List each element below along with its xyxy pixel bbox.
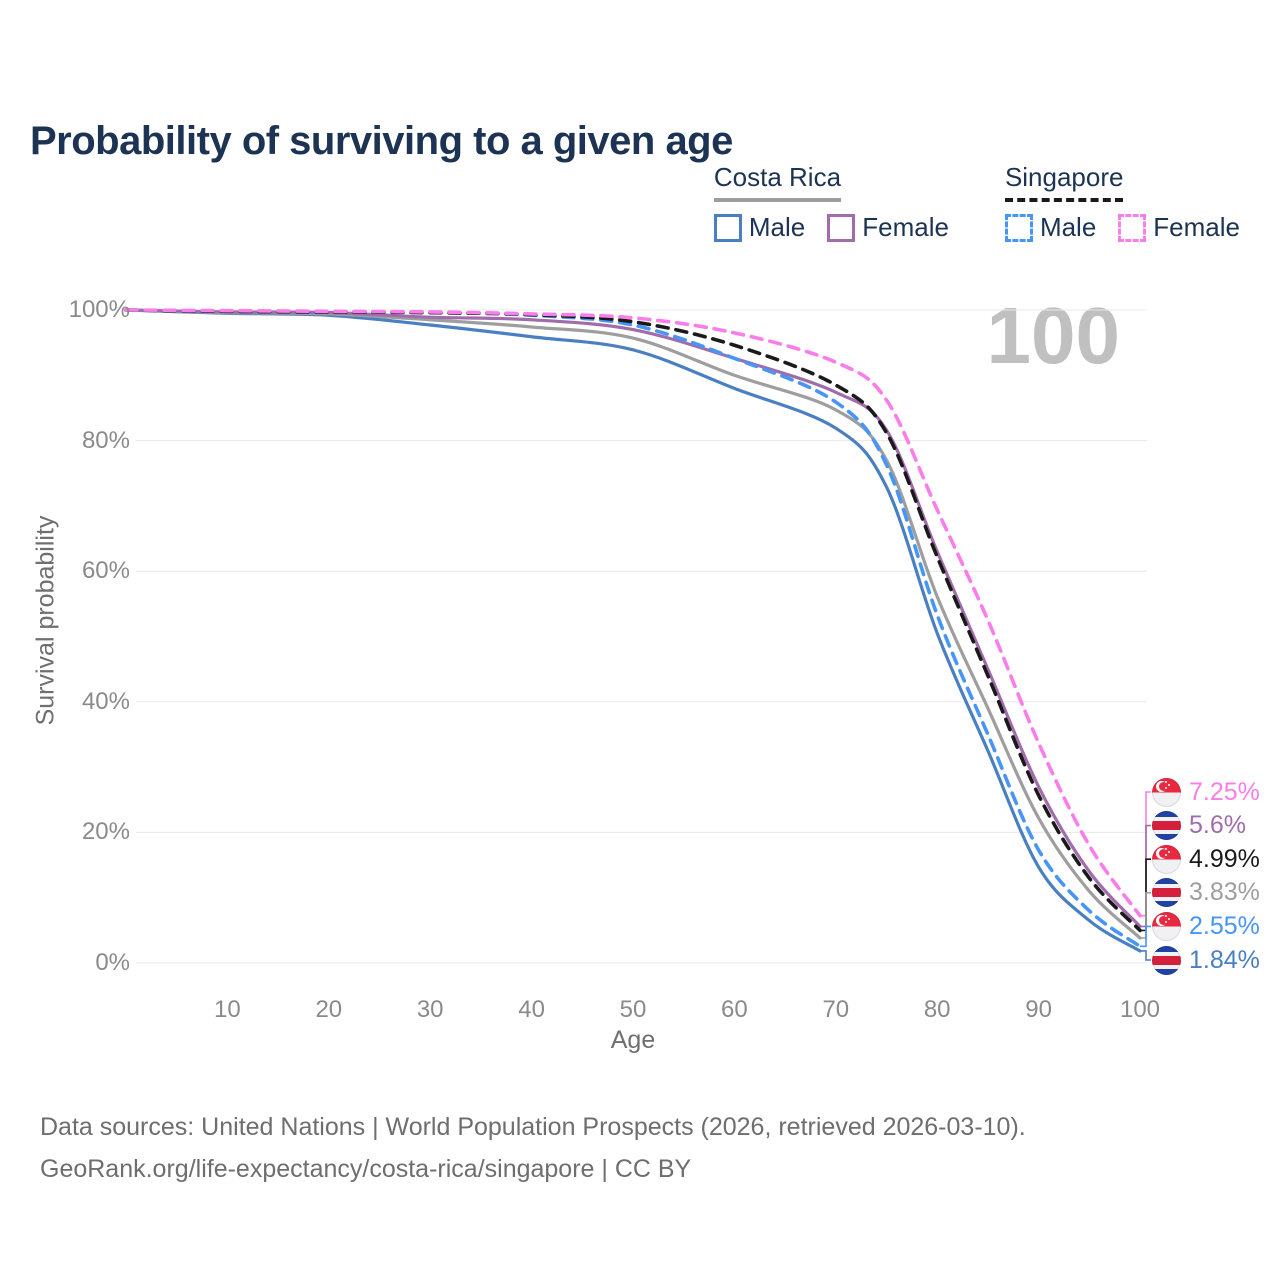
end-connector-cr_total (1140, 892, 1151, 939)
x-axis-title: Age (610, 1026, 656, 1054)
star-icon (1165, 786, 1167, 789)
crescent-icon (1156, 914, 1168, 926)
end-label-cr_female: 5.6% (1152, 810, 1246, 842)
star-icon (1165, 853, 1167, 856)
singapore-male-swatch-icon (1004, 213, 1033, 242)
x-tick-40: 40 (518, 996, 545, 1023)
series-line-sg_male[interactable] (124, 308, 1142, 949)
end-connector-cr_male (1140, 950, 1151, 961)
series-line-sg_female[interactable] (124, 308, 1142, 918)
legend-label-singapore-female: Female (1153, 212, 1240, 242)
star-icon (1168, 917, 1170, 920)
y-tick-20%: 20% (81, 818, 130, 846)
costa-rica-female-swatch-icon (827, 213, 856, 242)
end-value-cr_female: 5.6% (1189, 811, 1246, 840)
y-tick-40%: 40% (81, 687, 130, 715)
star-icon (1165, 914, 1167, 917)
x-tick-80: 80 (923, 996, 951, 1023)
legend-item-costa-rica-male[interactable]: Male (713, 212, 806, 243)
y-tick-60%: 60% (81, 557, 130, 585)
x-tick-70: 70 (822, 996, 850, 1023)
legend-items-singapore: Male Female (1004, 212, 1240, 243)
costa-rica-flag-icon (1152, 878, 1181, 908)
end-label-sg_male: 2.55% (1152, 910, 1260, 942)
legend-label-costa-rica-male: Male (748, 212, 806, 242)
legend: Costa Rica Male Female Singapore Male (713, 162, 1240, 243)
legend-item-costa-rica-female[interactable]: Female (827, 212, 949, 243)
x-tick-50: 50 (619, 996, 647, 1023)
costa-rica-flag-icon (1152, 811, 1181, 841)
costa-rica-flag-icon (1152, 945, 1181, 975)
legend-group-singapore: Singapore Male Female (1004, 162, 1240, 243)
singapore-flag-icon (1152, 911, 1181, 941)
legend-item-singapore-female[interactable]: Female (1118, 212, 1240, 243)
legend-item-singapore-male[interactable]: Male (1004, 212, 1097, 243)
crescent-icon (1156, 847, 1168, 859)
end-label-sg_female: 7.25% (1152, 776, 1260, 808)
costa-rica-male-swatch-icon (713, 213, 742, 242)
end-value-cr_total: 3.83% (1189, 878, 1260, 907)
source-line-2: GeoRank.org/life-expectancy/costa-rica/s… (40, 1155, 692, 1183)
series-line-cr_female[interactable] (124, 308, 1142, 929)
legend-heading-singapore[interactable]: Singapore (1004, 162, 1124, 202)
star-icon (1165, 847, 1167, 850)
y-tick-80%: 80% (81, 426, 130, 454)
legend-group-costa-rica: Costa Rica Male Female (713, 162, 949, 243)
x-tick-10: 10 (214, 996, 241, 1023)
series-line-cr_male[interactable] (124, 308, 1142, 953)
legend-heading-costa-rica[interactable]: Costa Rica (713, 162, 842, 202)
star-icon (1165, 780, 1167, 783)
y-tick-100%: 100% (68, 296, 130, 323)
series-line-sg_total[interactable] (124, 308, 1142, 933)
end-value-sg_total: 4.99% (1189, 844, 1260, 873)
x-tick-100: 100 (1119, 996, 1161, 1023)
page-title: Probability of surviving to a given age (30, 118, 733, 163)
age-counter-watermark: 100 (986, 291, 1120, 380)
star-icon (1165, 920, 1167, 923)
singapore-female-swatch-icon (1118, 213, 1147, 242)
singapore-flag-icon (1152, 777, 1181, 807)
end-label-cr_total: 3.83% (1152, 877, 1260, 909)
legend-items-costa-rica: Male Female (713, 212, 949, 243)
legend-label-singapore-male: Male (1039, 212, 1097, 242)
end-value-cr_male: 1.84% (1189, 945, 1260, 974)
x-tick-60: 60 (721, 996, 748, 1023)
crescent-icon (1156, 780, 1168, 792)
end-value-sg_female: 7.25% (1189, 777, 1260, 806)
end-label-cr_male: 1.84% (1152, 944, 1260, 976)
star-icon (1168, 850, 1170, 853)
end-connector-sg_male (1140, 925, 1151, 948)
source-footer: Data sources: United Nations | World Pop… (40, 1106, 1026, 1190)
end-value-sg_male: 2.55% (1189, 911, 1260, 940)
x-tick-20: 20 (315, 996, 343, 1023)
y-axis-title: Survival probability (31, 515, 60, 726)
x-tick-90: 90 (1025, 996, 1052, 1023)
source-line-1: Data sources: United Nations | World Pop… (40, 1113, 1026, 1141)
star-icon (1168, 783, 1170, 786)
singapore-flag-icon (1152, 844, 1181, 874)
y-tick-0%: 0% (95, 949, 130, 976)
end-label-sg_total: 4.99% (1152, 843, 1260, 875)
legend-label-costa-rica-female: Female (862, 212, 949, 242)
x-tick-30: 30 (416, 996, 444, 1023)
